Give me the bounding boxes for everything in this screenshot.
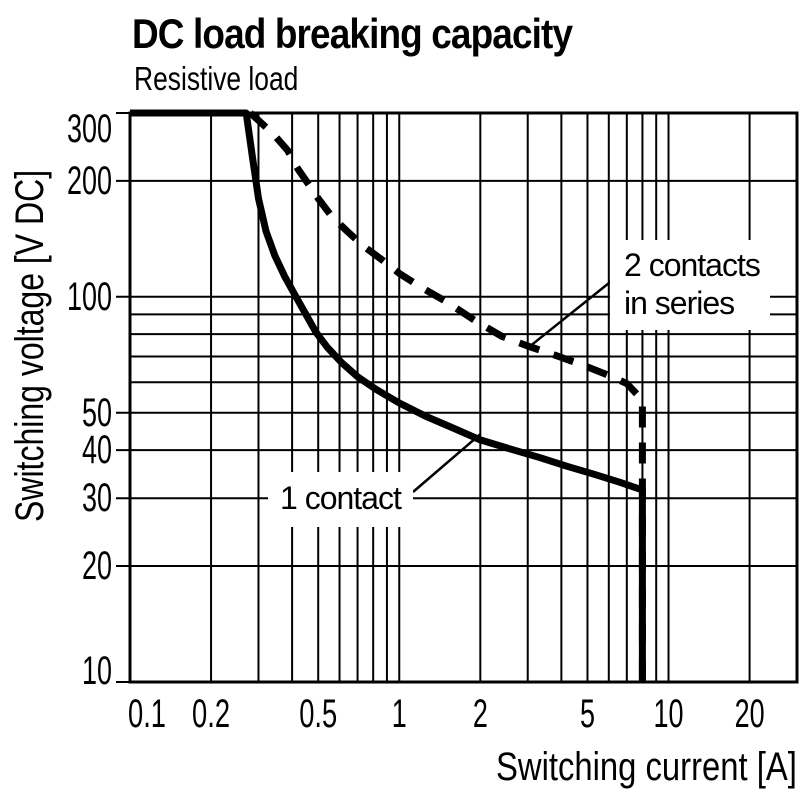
x-tick-label: 0.2 [192, 692, 230, 736]
y-tick-label: 20 [82, 544, 112, 588]
x-axis-label: Switching current [A] [496, 745, 797, 789]
y-tick-label: 200 [67, 159, 112, 203]
annotation-pointer-line [412, 433, 482, 493]
annotation-1-contact: 1 contact [268, 472, 413, 527]
y-tick-label: 50 [82, 391, 112, 435]
chart-subtitle: Resistive load [134, 60, 299, 97]
curve-2-contacts-in-series [248, 110, 646, 682]
x-tick-label: 1 [392, 692, 407, 736]
y-tick-label: 10 [82, 649, 112, 693]
annotation-2-contacts-line1: 2 contacts [624, 247, 761, 283]
y-tick-label: 40 [82, 428, 112, 472]
y-tick-label: 100 [67, 275, 112, 319]
plot-border [128, 111, 799, 684]
y-axis-label: Switching voltage [V DC] [8, 169, 52, 522]
chart-title: DC load breaking capacity [132, 10, 573, 57]
x-tick-label: 5 [580, 692, 595, 736]
x-tick-label: 0.5 [299, 692, 337, 736]
y-tick-label: 30 [82, 476, 112, 520]
annotation-pointer-line [530, 274, 620, 346]
x-tick-label: 20 [735, 692, 765, 736]
curve-1-contact [130, 109, 646, 682]
y-tick-label: 300 [67, 107, 112, 151]
x-tick-label: 10 [654, 692, 684, 736]
x-tick-label: 2 [473, 692, 488, 736]
annotation-2-contacts-line2: in series [624, 285, 735, 321]
annotation-2-contacts-in-series: 2 contacts in series [610, 240, 770, 330]
x-tick-label: 0.1 [128, 692, 166, 736]
